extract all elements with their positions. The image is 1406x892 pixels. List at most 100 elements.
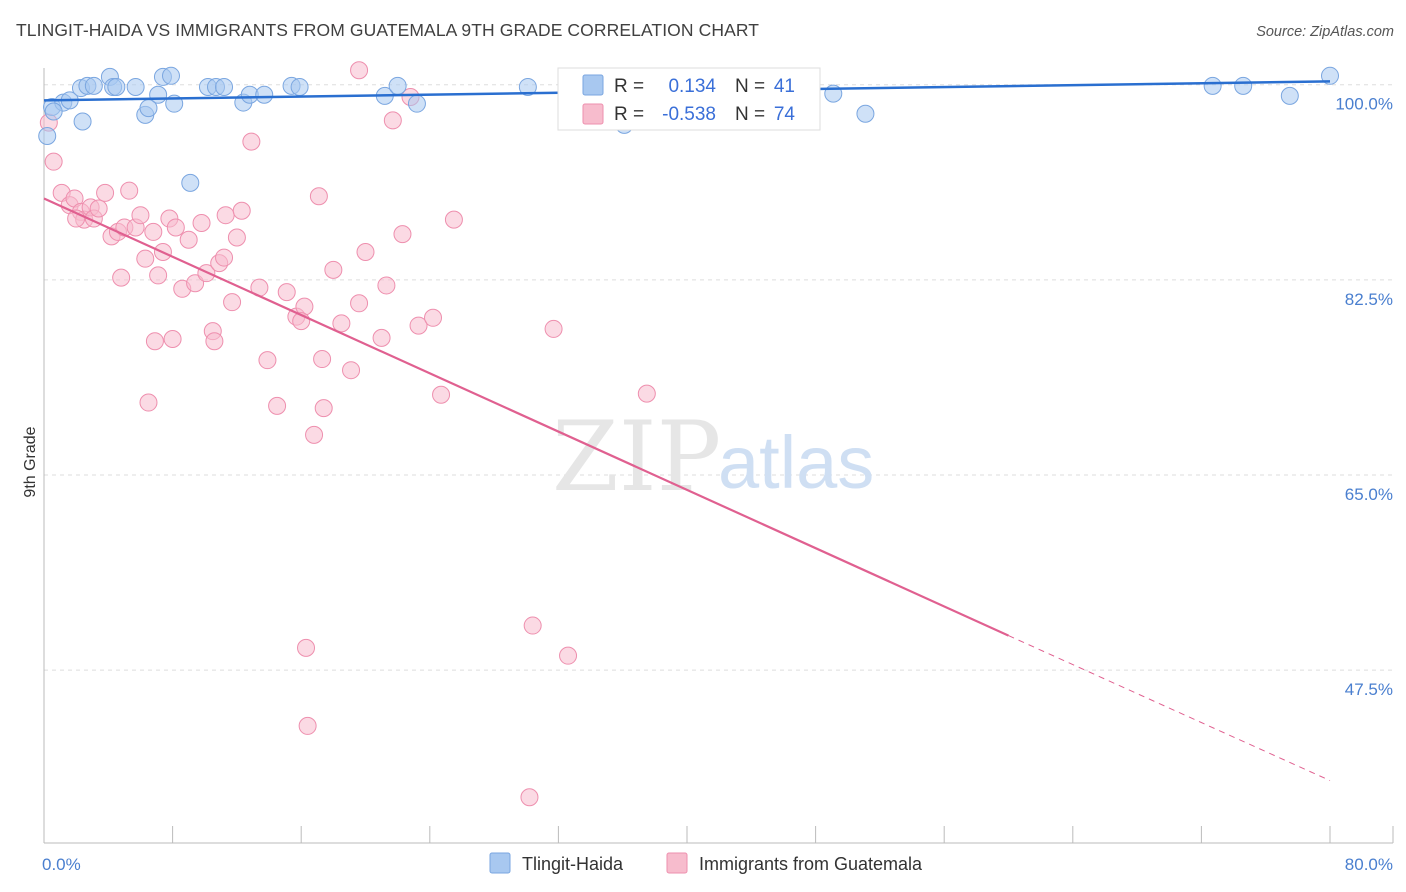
legend-pink-r-value: -0.538 — [662, 104, 716, 125]
legend-blue-r-label: R = — [614, 76, 644, 97]
guatemala-trend-extension — [1008, 635, 1331, 782]
guatemala-point — [232, 201, 251, 220]
series-legend: Tlingit-Haida Immigrants from Guatemala — [489, 852, 923, 874]
guatemala-point — [372, 328, 391, 347]
x-tick-label-min: 0.0% — [42, 855, 81, 874]
guatemala-point — [356, 242, 375, 261]
y-tick-label-3: 47.5% — [1345, 680, 1393, 699]
bottom-legend-pink-swatch — [666, 852, 688, 874]
tlingit-point — [126, 77, 145, 96]
guatemala-point — [313, 350, 332, 369]
tlingit-point — [1234, 76, 1253, 95]
guatemala-point — [424, 308, 443, 327]
series-guatemala-points — [39, 61, 656, 807]
guatemala-point — [520, 788, 539, 807]
tlingit-point — [255, 85, 274, 104]
guatemala-point — [205, 332, 224, 351]
guatemala-point — [215, 248, 234, 267]
guatemala-point — [96, 183, 115, 202]
guatemala-point — [144, 222, 163, 241]
guatemala-point — [409, 316, 428, 335]
legend-blue-n-value: 41 — [774, 76, 795, 97]
bottom-legend-blue-swatch — [489, 852, 511, 874]
tlingit-point — [139, 99, 158, 118]
guatemala-point — [242, 132, 261, 151]
legend-pink-n-value: 74 — [774, 104, 796, 125]
source-label: Source: ZipAtlas.com — [1256, 24, 1394, 40]
y-tick-label-2: 65.0% — [1345, 485, 1393, 504]
tlingit-point — [290, 77, 309, 96]
axes — [43, 68, 1394, 844]
tlingit-point — [38, 127, 57, 146]
guatemala-point — [149, 266, 168, 285]
guatemala-point — [145, 332, 164, 351]
guatemala-point — [444, 210, 463, 229]
guatemala-point — [277, 283, 296, 302]
chart-title: TLINGIT-HAIDA VS IMMIGRANTS FROM GUATEMA… — [16, 20, 760, 40]
tlingit-point — [1280, 86, 1299, 105]
guatemala-point — [559, 646, 578, 665]
legend-pink-n-label: N = — [735, 104, 765, 125]
guatemala-point — [350, 294, 369, 313]
guatemala-trend-line — [43, 197, 1009, 637]
tlingit-point — [107, 77, 126, 96]
guatemala-point — [131, 206, 150, 225]
guatemala-point — [309, 187, 328, 206]
x-tick-label-max: 80.0% — [1345, 855, 1393, 874]
legend-pink-r-label: R = — [614, 104, 644, 125]
bottom-legend-blue-label: Tlingit-Haida — [522, 854, 624, 874]
legend-blue-r-value: 0.134 — [668, 76, 716, 97]
guatemala-point — [44, 152, 63, 171]
y-axis-label: 9th Grade — [22, 426, 39, 497]
guatemala-point — [268, 396, 287, 415]
guatemala-point — [377, 276, 396, 295]
guatemala-point — [342, 361, 361, 380]
stats-legend: R = 0.134 N = 41 R = -0.538 N = 74 — [557, 67, 821, 131]
guatemala-point — [314, 399, 333, 418]
legend-blue-n-label: N = — [735, 76, 765, 97]
guatemala-point — [432, 385, 451, 404]
guatemala-point — [216, 206, 235, 225]
grid-lines — [44, 84, 1393, 671]
guatemala-point — [120, 181, 139, 200]
guatemala-point — [179, 230, 198, 249]
guatemala-point — [136, 249, 155, 268]
tlingit-point — [1321, 66, 1339, 85]
guatemala-point — [544, 319, 563, 338]
tlingit-point — [856, 104, 875, 123]
y-tick-label-0: 100.0% — [1335, 95, 1393, 114]
guatemala-point — [186, 274, 205, 293]
guatemala-point — [258, 351, 277, 370]
guatemala-point — [112, 268, 131, 287]
guatemala-point — [139, 393, 158, 412]
guatemala-point — [393, 225, 412, 244]
guatemala-point — [227, 228, 246, 247]
guatemala-point — [350, 61, 369, 80]
guatemala-point — [192, 214, 211, 232]
guatemala-point — [523, 616, 542, 635]
watermark-zip: ZIP — [552, 401, 721, 513]
guatemala-point — [332, 314, 351, 333]
guatemala-point — [89, 199, 108, 218]
tlingit-point — [215, 77, 234, 96]
x-tick-labels: 0.0% 80.0% — [42, 855, 1393, 874]
tlingit-point — [407, 94, 426, 113]
y-tick-label-1: 82.5% — [1345, 290, 1393, 309]
guatemala-point — [305, 425, 324, 444]
watermark-atlas: atlas — [718, 421, 874, 504]
guatemala-point — [324, 260, 343, 279]
tlingit-point — [388, 76, 407, 95]
legend-blue-swatch — [582, 74, 604, 96]
bottom-legend-pink-label: Immigrants from Guatemala — [699, 854, 923, 874]
guatemala-point — [223, 293, 242, 312]
tlingit-point — [84, 76, 103, 95]
tlingit-point — [181, 173, 200, 192]
guatemala-point — [297, 638, 316, 657]
tlingit-point — [161, 66, 180, 85]
y-tick-labels: 100.0% 82.5% 65.0% 47.5% — [1335, 95, 1393, 699]
tlingit-point — [518, 77, 537, 96]
guatemala-point — [637, 384, 656, 403]
guatemala-point — [383, 111, 402, 130]
guatemala-point — [163, 329, 182, 348]
tlingit-point — [1203, 76, 1222, 95]
